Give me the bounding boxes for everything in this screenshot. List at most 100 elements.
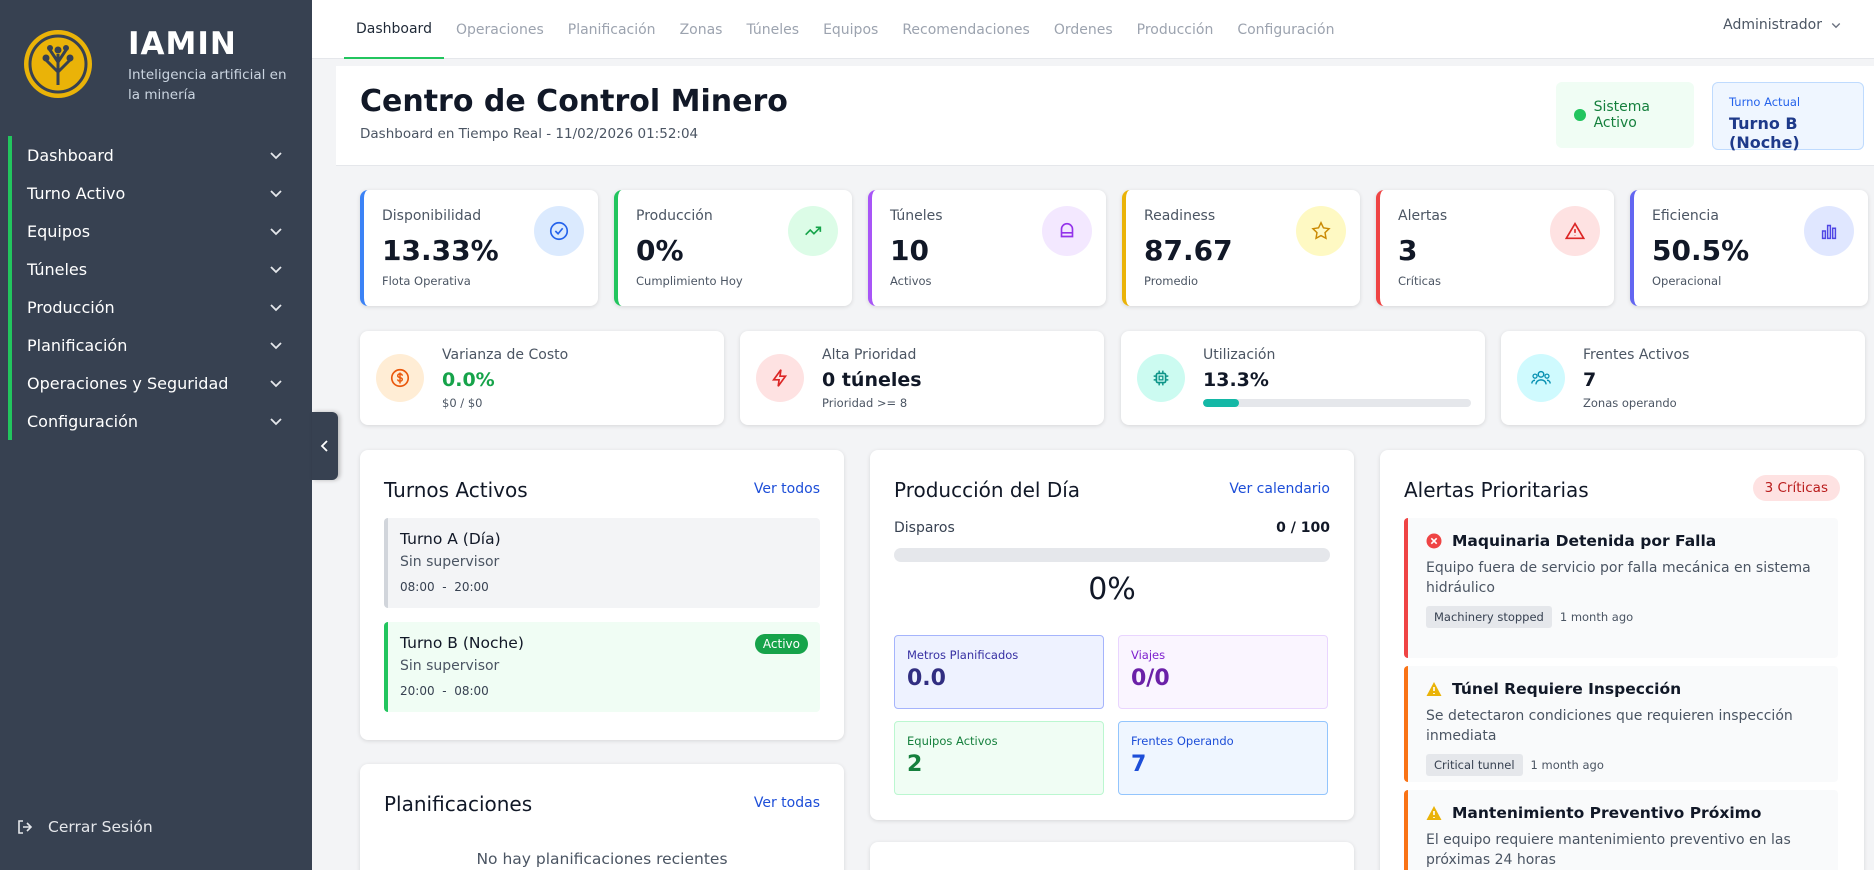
- check-circle-icon: [534, 206, 584, 256]
- chevron-left-icon: [320, 440, 328, 452]
- mini-label: Frentes Activos: [1583, 347, 1690, 363]
- tab-planificacion[interactable]: Planificación: [567, 21, 656, 38]
- sidebar-item-label: Operaciones y Seguridad: [27, 373, 229, 393]
- mini-card-frentes-activos: Frentes Activos 7 Zonas operando: [1501, 331, 1865, 425]
- shift-name: Turno B (Noche): [400, 634, 524, 652]
- tab-dashboard[interactable]: Dashboard: [344, 0, 444, 59]
- priority-alerts-card: Alertas Prioritarias 3 Críticas Maquinar…: [1380, 450, 1864, 870]
- sidebar-item-label: Turno Activo: [27, 183, 126, 203]
- tile-value: 0.0: [907, 666, 946, 691]
- sidebar-item-label: Túneles: [27, 259, 88, 279]
- star-icon: [1296, 206, 1346, 256]
- logout-label: Cerrar Sesión: [48, 818, 153, 836]
- user-name: Administrador: [1723, 17, 1822, 33]
- tab-operaciones[interactable]: Operaciones: [455, 21, 544, 38]
- critical-count-badge: 3 Críticas: [1752, 475, 1840, 501]
- kpi-card-readiness: Readiness 87.67 Promedio: [1122, 190, 1360, 306]
- mini-sub: Zonas operando: [1583, 396, 1677, 410]
- kpi-sub: Activos: [890, 274, 932, 288]
- empty-state-text: No hay planificaciones recientes: [476, 850, 728, 868]
- sidebar-item-label: Producción: [27, 297, 115, 317]
- page-header: Centro de Control Minero Dashboard en Ti…: [336, 66, 1874, 166]
- chip-icon: [1137, 354, 1185, 402]
- chevron-down-icon: [270, 190, 282, 198]
- sidebar-item-operaciones-seguridad[interactable]: Operaciones y Seguridad: [8, 364, 304, 402]
- kpi-card-produccion: Producción 0% Cumplimiento Hoy: [614, 190, 852, 306]
- mini-card-utilizacion: Utilización 13.3%: [1121, 331, 1485, 425]
- shift-supervisor: Sin supervisor: [400, 554, 500, 570]
- tab-tuneles[interactable]: Túneles: [746, 21, 800, 38]
- kpi-card-disponibilidad: Disponibilidad 13.33% Flota Operativa: [360, 190, 598, 306]
- alert-item[interactable]: Mantenimiento Preventivo Próximo El equi…: [1404, 790, 1838, 870]
- tab-configuracion[interactable]: Configuración: [1237, 21, 1335, 38]
- brand-tagline: Inteligencia artificial en la minería: [128, 67, 287, 103]
- tab-produccion[interactable]: Producción: [1136, 21, 1214, 38]
- tree-logo-icon: [24, 30, 92, 98]
- sidebar-item-turno-activo[interactable]: Turno Activo: [8, 174, 304, 212]
- tab-recomendaciones[interactable]: Recomendaciones: [902, 21, 1030, 38]
- mini-value: 0.0%: [442, 369, 495, 391]
- current-shift-box: Turno Actual Turno B (Noche): [1712, 82, 1864, 152]
- sidebar-collapse-button[interactable]: [312, 412, 338, 480]
- sidebar-item-tuneles[interactable]: Túneles: [8, 250, 304, 288]
- alert-item[interactable]: Túnel Requiere Inspección Se detectaron …: [1404, 666, 1838, 782]
- sidebar-item-planificacion[interactable]: Planificación: [8, 326, 304, 364]
- kpi-sub: Críticas: [1398, 274, 1442, 288]
- operating-fronts-tile: Frentes Operando 7: [1118, 721, 1328, 795]
- sidebar-item-produccion[interactable]: Producción: [8, 288, 304, 326]
- mini-value: 13.3%: [1203, 369, 1269, 391]
- tile-label: Viajes: [1131, 648, 1166, 662]
- shift-item[interactable]: Turno A (Día) Sin supervisor 08:00 - 20:…: [384, 518, 820, 608]
- shift-item[interactable]: Turno B (Noche) Sin supervisor 20:00 - 0…: [384, 622, 820, 712]
- chevron-down-icon: [270, 418, 282, 426]
- sidebar-item-equipos[interactable]: Equipos: [8, 212, 304, 250]
- active-shifts-card: Turnos Activos Ver todos Turno A (Día) S…: [360, 450, 844, 740]
- kpi-label: Túneles: [890, 208, 943, 224]
- tile-label: Frentes Operando: [1131, 734, 1234, 748]
- shots-value: 0 / 100: [1276, 520, 1330, 536]
- tab-equipos[interactable]: Equipos: [823, 21, 879, 38]
- tab-ordenes[interactable]: Ordenes: [1053, 21, 1113, 38]
- mini-value: 7: [1583, 369, 1597, 391]
- brand-name: IAMIN: [128, 26, 237, 62]
- view-all-shifts-link[interactable]: Ver todos: [753, 481, 820, 497]
- kpi-label: Alertas: [1398, 208, 1448, 224]
- production-percent: 0%: [1088, 572, 1136, 607]
- users-icon: [1517, 354, 1565, 402]
- active-badge: Activo: [754, 634, 808, 654]
- utilization-progress-fill: [1203, 399, 1239, 407]
- chevron-down-icon: [270, 342, 282, 350]
- logout-button[interactable]: Cerrar Sesión: [16, 818, 153, 836]
- user-menu[interactable]: Administrador: [1723, 17, 1842, 33]
- alert-time: 1 month ago: [1559, 610, 1634, 624]
- sidebar-item-configuracion[interactable]: Configuración: [8, 402, 304, 440]
- trending-up-icon: [788, 206, 838, 256]
- chevron-down-icon: [270, 228, 282, 236]
- mini-sub: Prioridad >= 8: [822, 396, 908, 410]
- kpi-sub: Operacional: [1652, 274, 1722, 288]
- view-all-plans-link[interactable]: Ver todas: [753, 795, 820, 811]
- daily-production-card: Producción del Día Ver calendario Dispar…: [870, 450, 1354, 820]
- kpi-label: Disponibilidad: [382, 208, 482, 224]
- warning-icon: [1426, 682, 1442, 696]
- card-title: Turnos Activos: [384, 478, 528, 502]
- planned-meters-tile: Metros Planificados 0.0: [894, 635, 1104, 709]
- tab-zonas[interactable]: Zonas: [679, 21, 723, 38]
- tile-label: Equipos Activos: [907, 734, 998, 748]
- kpi-value: 3: [1398, 234, 1418, 267]
- card-title: Alertas Prioritarias: [1404, 478, 1589, 502]
- view-calendar-link[interactable]: Ver calendario: [1229, 481, 1330, 497]
- trips-tile: Viajes 0/0: [1118, 635, 1328, 709]
- alert-time: 1 month ago: [1530, 758, 1604, 772]
- sidebar-item-dashboard[interactable]: Dashboard: [8, 136, 304, 174]
- sidebar-item-label: Equipos: [27, 221, 91, 241]
- chevron-down-icon: [270, 380, 282, 388]
- utilization-progress-bar: [1203, 399, 1471, 407]
- kpi-value: 87.67: [1144, 234, 1233, 267]
- sidebar-item-label: Configuración: [27, 411, 139, 431]
- kpi-label: Eficiencia: [1652, 208, 1719, 224]
- active-equipment-tile: Equipos Activos 2: [894, 721, 1104, 795]
- alert-item[interactable]: Maquinaria Detenida por Falla Equipo fue…: [1404, 518, 1838, 658]
- mini-card-alta-prioridad: Alta Prioridad 0 túneles Prioridad >= 8: [740, 331, 1104, 425]
- kpi-value: 10: [890, 234, 929, 267]
